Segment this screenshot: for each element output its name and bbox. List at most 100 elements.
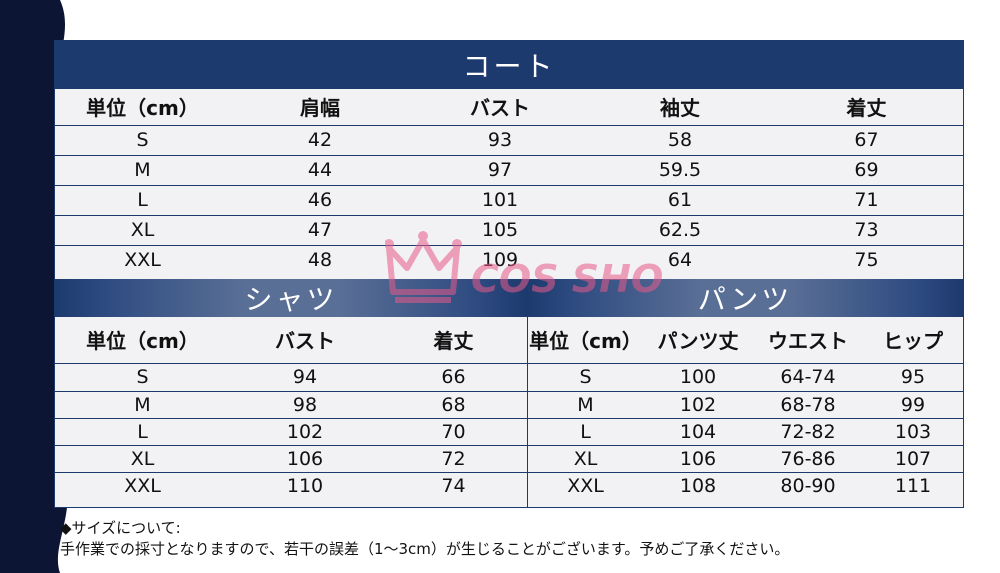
table-cell: 48 — [307, 249, 333, 272]
table-cell: 44 — [230, 155, 410, 186]
pants-header-row: 単位（cm） パンツ丈 ウエスト ヒップ — [528, 317, 963, 364]
table-cell: 110 — [286, 475, 324, 498]
coat-header-length: 着丈 — [770, 89, 963, 126]
table-cell: L — [528, 418, 643, 446]
table-cell: L — [55, 185, 230, 216]
table-cell: S — [528, 363, 643, 392]
table-cell: 47 — [230, 215, 410, 246]
pants-title: パンツ — [697, 283, 793, 316]
table-cell: 71 — [770, 185, 963, 216]
table-cell: 62.5 — [590, 215, 770, 246]
coat-row-s: S 42 93 58 67 — [55, 125, 963, 156]
coat-row-xl: XL 47 105 62.5 73 — [55, 215, 963, 246]
coat-row-m: M 44 97 59.5 69 — [55, 155, 963, 186]
coat-title: コート — [462, 50, 556, 83]
shirt-header-length: 着丈 — [380, 317, 527, 364]
coat-row-l: L 46 101 61 71 — [55, 185, 963, 216]
pants-banner: パンツ — [527, 279, 963, 317]
size-notes: ◆サイズについて: 手作業での採寸となりますので、若干の誤差（1～3cm）が生じ… — [60, 518, 789, 560]
left-wave-decoration — [0, 0, 68, 573]
shirt-banner: シャツ — [55, 279, 527, 317]
shirt-header-row: 単位（cm） バスト 着丈 — [55, 317, 527, 364]
pants-header-length: パンツ丈 — [643, 317, 753, 364]
table-cell: 74 — [441, 475, 466, 498]
shirt-header-unit: 単位（cm） — [55, 317, 230, 364]
table-cell: 103 — [863, 418, 963, 446]
coat-header-shoulder: 肩幅 — [230, 89, 410, 126]
table-cell: 101 — [410, 185, 590, 216]
pants-table: 単位（cm） パンツ丈 ウエスト ヒップ S 100 64-74 95 M 10… — [528, 317, 963, 500]
table-cell: 106 — [643, 445, 753, 473]
table-cell: 64 — [667, 249, 693, 272]
table-cell: 95 — [863, 363, 963, 392]
table-cell: 109 — [481, 249, 519, 272]
notes-body: 手作業での採寸となりますので、若干の誤差（1～3cm）が生じることがございます。… — [60, 540, 790, 558]
shirt-row-xxl: XXL 110 74 — [55, 472, 527, 500]
table-cell: L — [55, 418, 230, 446]
table-cell: 67 — [770, 125, 963, 156]
table-cell: 75 — [854, 249, 879, 272]
table-cell: XL — [528, 445, 643, 473]
pants-row-xxl: XXL 108 80-90 111 — [528, 472, 963, 500]
notes-heading: ◆サイズについて: — [60, 519, 181, 537]
pants-row-xl: XL 106 76-86 107 — [528, 445, 963, 473]
table-cell: 100 — [643, 363, 753, 392]
table-cell: 64-74 — [753, 363, 863, 392]
shirt-row-s: S 94 66 — [55, 363, 527, 392]
shirt-table: 単位（cm） バスト 着丈 S 94 66 M 98 68 L 102 70 X… — [55, 317, 527, 500]
table-cell: 61 — [590, 185, 770, 216]
pants-row-m: M 102 68-78 99 — [528, 391, 963, 419]
coat-banner: コート — [55, 41, 963, 89]
shirt-row-xl: XL 106 72 — [55, 445, 527, 473]
table-cell: 46 — [230, 185, 410, 216]
coat-header-bust: バスト — [410, 89, 590, 126]
pants-header-hip: ヒップ — [863, 317, 963, 364]
table-cell: 66 — [380, 363, 527, 392]
table-cell: M — [55, 391, 230, 419]
table-cell: 105 — [410, 215, 590, 246]
table-cell: 99 — [863, 391, 963, 419]
table-cell: 80-90 — [780, 475, 836, 498]
coat-table: 単位（cm） 肩幅 バスト 袖丈 着丈 S 42 93 58 67 M 44 9… — [55, 89, 963, 275]
table-cell: XL — [55, 445, 230, 473]
table-cell: 111 — [894, 475, 932, 498]
table-cell: S — [55, 363, 230, 392]
pants-row-s: S 100 64-74 95 — [528, 363, 963, 392]
table-cell: XXL — [124, 249, 161, 272]
shirt-header-bust: バスト — [230, 317, 380, 364]
pants-header-unit: 単位（cm） — [528, 317, 643, 364]
table-cell: 42 — [230, 125, 410, 156]
size-chart-frame: コート 単位（cm） 肩幅 バスト 袖丈 着丈 S 42 93 58 67 M … — [54, 40, 964, 508]
table-cell: 68-78 — [753, 391, 863, 419]
table-cell: 93 — [410, 125, 590, 156]
table-cell: 108 — [679, 475, 717, 498]
shirt-row-m: M 98 68 — [55, 391, 527, 419]
table-cell: XXL — [567, 475, 604, 498]
table-cell: XXL — [124, 475, 161, 498]
table-cell: 69 — [770, 155, 963, 186]
table-cell: S — [55, 125, 230, 156]
table-cell: 106 — [230, 445, 380, 473]
table-cell: 58 — [590, 125, 770, 156]
table-cell: 98 — [230, 391, 380, 419]
table-cell: 97 — [410, 155, 590, 186]
table-cell: 107 — [863, 445, 963, 473]
coat-row-xxl: XXL 48 109 64 75 — [55, 245, 963, 275]
section-divider — [527, 317, 528, 507]
pants-header-waist: ウエスト — [753, 317, 863, 364]
table-cell: 68 — [380, 391, 527, 419]
table-cell: 102 — [643, 391, 753, 419]
table-cell: 70 — [380, 418, 527, 446]
table-cell: 104 — [643, 418, 753, 446]
shirt-title: シャツ — [244, 283, 338, 316]
table-cell: 72-82 — [753, 418, 863, 446]
shirt-row-l: L 102 70 — [55, 418, 527, 446]
table-cell: 72 — [380, 445, 527, 473]
table-cell: 102 — [230, 418, 380, 446]
pants-row-l: L 104 72-82 103 — [528, 418, 963, 446]
table-cell: 94 — [230, 363, 380, 392]
table-cell: 59.5 — [590, 155, 770, 186]
table-cell: XL — [55, 215, 230, 246]
coat-header-unit: 単位（cm） — [55, 89, 230, 126]
table-cell: M — [528, 391, 643, 419]
